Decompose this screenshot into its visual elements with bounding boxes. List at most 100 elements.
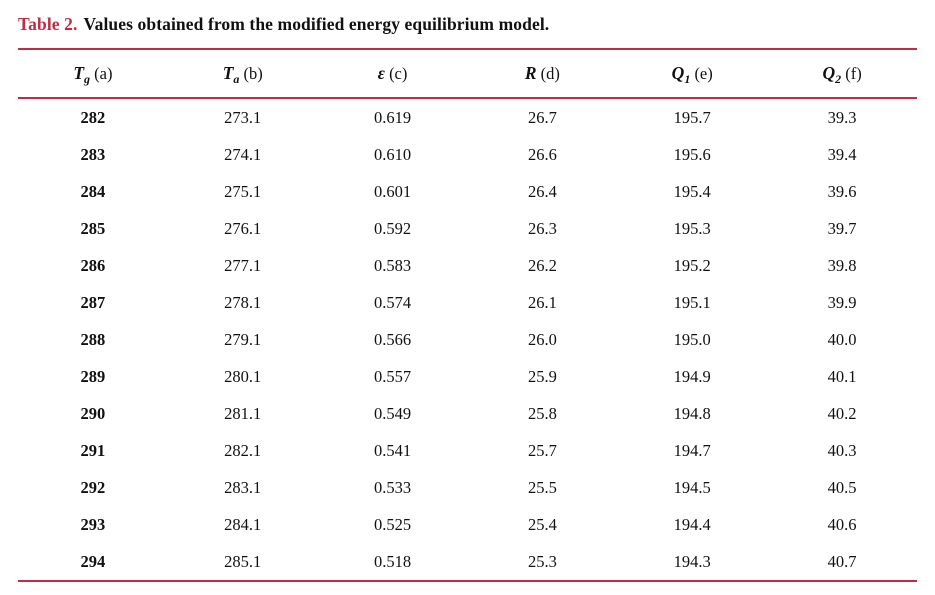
table-cell-epsilon: 0.574: [374, 292, 412, 312]
table-cell-r: 25.3: [527, 551, 557, 571]
table-cell-r: 26.0: [527, 329, 557, 349]
table-cell-q1: 195.7: [673, 107, 711, 127]
table-cell-r: 26.1: [527, 292, 557, 312]
table-row: 282 273.1 0.619 26.7 195.7 39.3: [18, 98, 917, 136]
column-header-epsilon: ε (c): [318, 49, 468, 98]
table-cell-q2: 39.6: [827, 181, 857, 201]
table-cell-q2: 40.1: [827, 366, 857, 386]
table-cell-q2: 40.0: [827, 329, 857, 349]
table-row: 291 282.1 0.541 25.7 194.7 40.3: [18, 432, 917, 469]
table-cell-tg: 284: [80, 181, 106, 201]
table-cell-ta: 284.1: [224, 514, 262, 534]
table-cell-r: 26.3: [527, 218, 557, 238]
column-symbol-tg: Tg: [73, 63, 91, 86]
table-cell-epsilon: 0.619: [374, 107, 412, 127]
table-cell-tg: 287: [80, 292, 106, 312]
column-header-q1: Q1 (e): [617, 49, 767, 98]
table-row: 285 276.1 0.592 26.3 195.3 39.7: [18, 210, 917, 247]
column-symbol-q2: Q2: [822, 63, 842, 86]
column-header-tg: Tg (a): [18, 49, 168, 98]
column-header-ta: Ta (b): [168, 49, 318, 98]
table-cell-epsilon: 0.525: [374, 514, 412, 534]
table-cell-q2: 39.7: [827, 218, 857, 238]
data-table: Tg (a) Ta (b) ε (c) R (d) Q1 (e) Q2 (f) 282 27…: [18, 48, 917, 582]
table-cell-tg: 289: [80, 366, 106, 386]
table-cell-tg: 286: [80, 255, 106, 275]
table-cell-tg: 293: [80, 514, 106, 534]
table-cell-q2: 39.4: [827, 144, 857, 164]
column-suffix-tg: (a): [90, 64, 113, 83]
table-cell-q1: 195.4: [673, 181, 711, 201]
table-row: 293 284.1 0.525 25.4 194.4 40.6: [18, 506, 917, 543]
table-cell-q1: 194.7: [673, 440, 711, 460]
table-cell-q1: 194.5: [673, 477, 711, 497]
column-symbol-ta: Ta: [222, 63, 240, 86]
table-row: 286 277.1 0.583 26.2 195.2 39.8: [18, 247, 917, 284]
table-cell-tg: 288: [80, 329, 106, 349]
table-cell-epsilon: 0.541: [374, 440, 412, 460]
table-header-row: Tg (a) Ta (b) ε (c) R (d) Q1 (e) Q2 (f): [18, 49, 917, 98]
table-cell-tg: 283: [80, 144, 106, 164]
table-cell-epsilon: 0.566: [374, 329, 412, 349]
column-suffix-r: (d): [536, 64, 560, 83]
table-cell-r: 26.6: [527, 144, 557, 164]
column-suffix-q2: (f): [841, 64, 862, 83]
table-cell-ta: 273.1: [224, 107, 262, 127]
table-cell-ta: 275.1: [224, 181, 262, 201]
table-cell-ta: 279.1: [224, 329, 262, 349]
table-cell-ta: 285.1: [224, 551, 262, 571]
table-row: 290 281.1 0.549 25.8 194.8 40.2: [18, 395, 917, 432]
table-cell-r: 26.4: [527, 181, 557, 201]
table-cell-tg: 290: [80, 403, 106, 423]
table-cell-epsilon: 0.592: [374, 218, 412, 238]
table-row: 294 285.1 0.518 25.3 194.3 40.7: [18, 543, 917, 581]
table-body: 282 273.1 0.619 26.7 195.7 39.3 283 274.1 0.610 2…: [18, 98, 917, 581]
table-cell-q1: 195.2: [673, 255, 711, 275]
column-symbol-epsilon: ε: [377, 63, 385, 83]
table-cell-q2: 39.9: [827, 292, 857, 312]
table-cell-r: 25.5: [527, 477, 557, 497]
table-cell-ta: 281.1: [224, 403, 262, 423]
column-suffix-epsilon: (c): [384, 64, 408, 83]
table-row: 288 279.1 0.566 26.0 195.0 40.0: [18, 321, 917, 358]
table-cell-q2: 40.7: [827, 551, 857, 571]
table-caption: Table 2. Values obtained from the modifie…: [18, 13, 917, 35]
table-row: 289 280.1 0.557 25.9 194.9 40.1: [18, 358, 917, 395]
table-cell-ta: 274.1: [224, 144, 262, 164]
table-cell-tg: 282: [80, 107, 106, 127]
table-cell-r: 26.7: [527, 107, 557, 127]
table-caption-text: Values obtained from the modified energy…: [83, 14, 550, 34]
table-row: 283 274.1 0.610 26.6 195.6 39.4: [18, 136, 917, 173]
table-cell-ta: 283.1: [224, 477, 262, 497]
table-cell-tg: 285: [80, 218, 106, 238]
table-cell-epsilon: 0.601: [374, 181, 412, 201]
table-cell-ta: 282.1: [224, 440, 262, 460]
table-cell-epsilon: 0.533: [374, 477, 412, 497]
table-cell-q2: 39.3: [827, 107, 857, 127]
table-cell-ta: 276.1: [224, 218, 262, 238]
table-cell-q1: 194.8: [673, 403, 711, 423]
table-cell-q1: 195.6: [673, 144, 711, 164]
column-symbol-q1: Q1: [671, 63, 691, 86]
table-cell-ta: 277.1: [224, 255, 262, 275]
table-cell-epsilon: 0.557: [374, 366, 412, 386]
table-cell-q1: 194.9: [673, 366, 711, 386]
table-cell-q2: 40.5: [827, 477, 857, 497]
table-cell-tg: 292: [80, 477, 106, 497]
table-cell-q1: 194.3: [673, 551, 711, 571]
table-cell-epsilon: 0.549: [374, 403, 412, 423]
table-caption-label: Table 2.: [18, 14, 78, 34]
table-cell-r: 26.2: [527, 255, 557, 275]
column-header-q2: Q2 (f): [767, 49, 917, 98]
table-cell-q1: 194.4: [673, 514, 711, 534]
table-cell-ta: 278.1: [224, 292, 262, 312]
table-cell-tg: 291: [80, 440, 106, 460]
table-cell-q1: 195.0: [673, 329, 711, 349]
table-cell-r: 25.4: [527, 514, 557, 534]
column-symbol-r: R: [524, 63, 537, 83]
table-cell-epsilon: 0.610: [374, 144, 412, 164]
table-cell-r: 25.8: [527, 403, 557, 423]
table-cell-r: 25.9: [527, 366, 557, 386]
table-cell-r: 25.7: [527, 440, 557, 460]
